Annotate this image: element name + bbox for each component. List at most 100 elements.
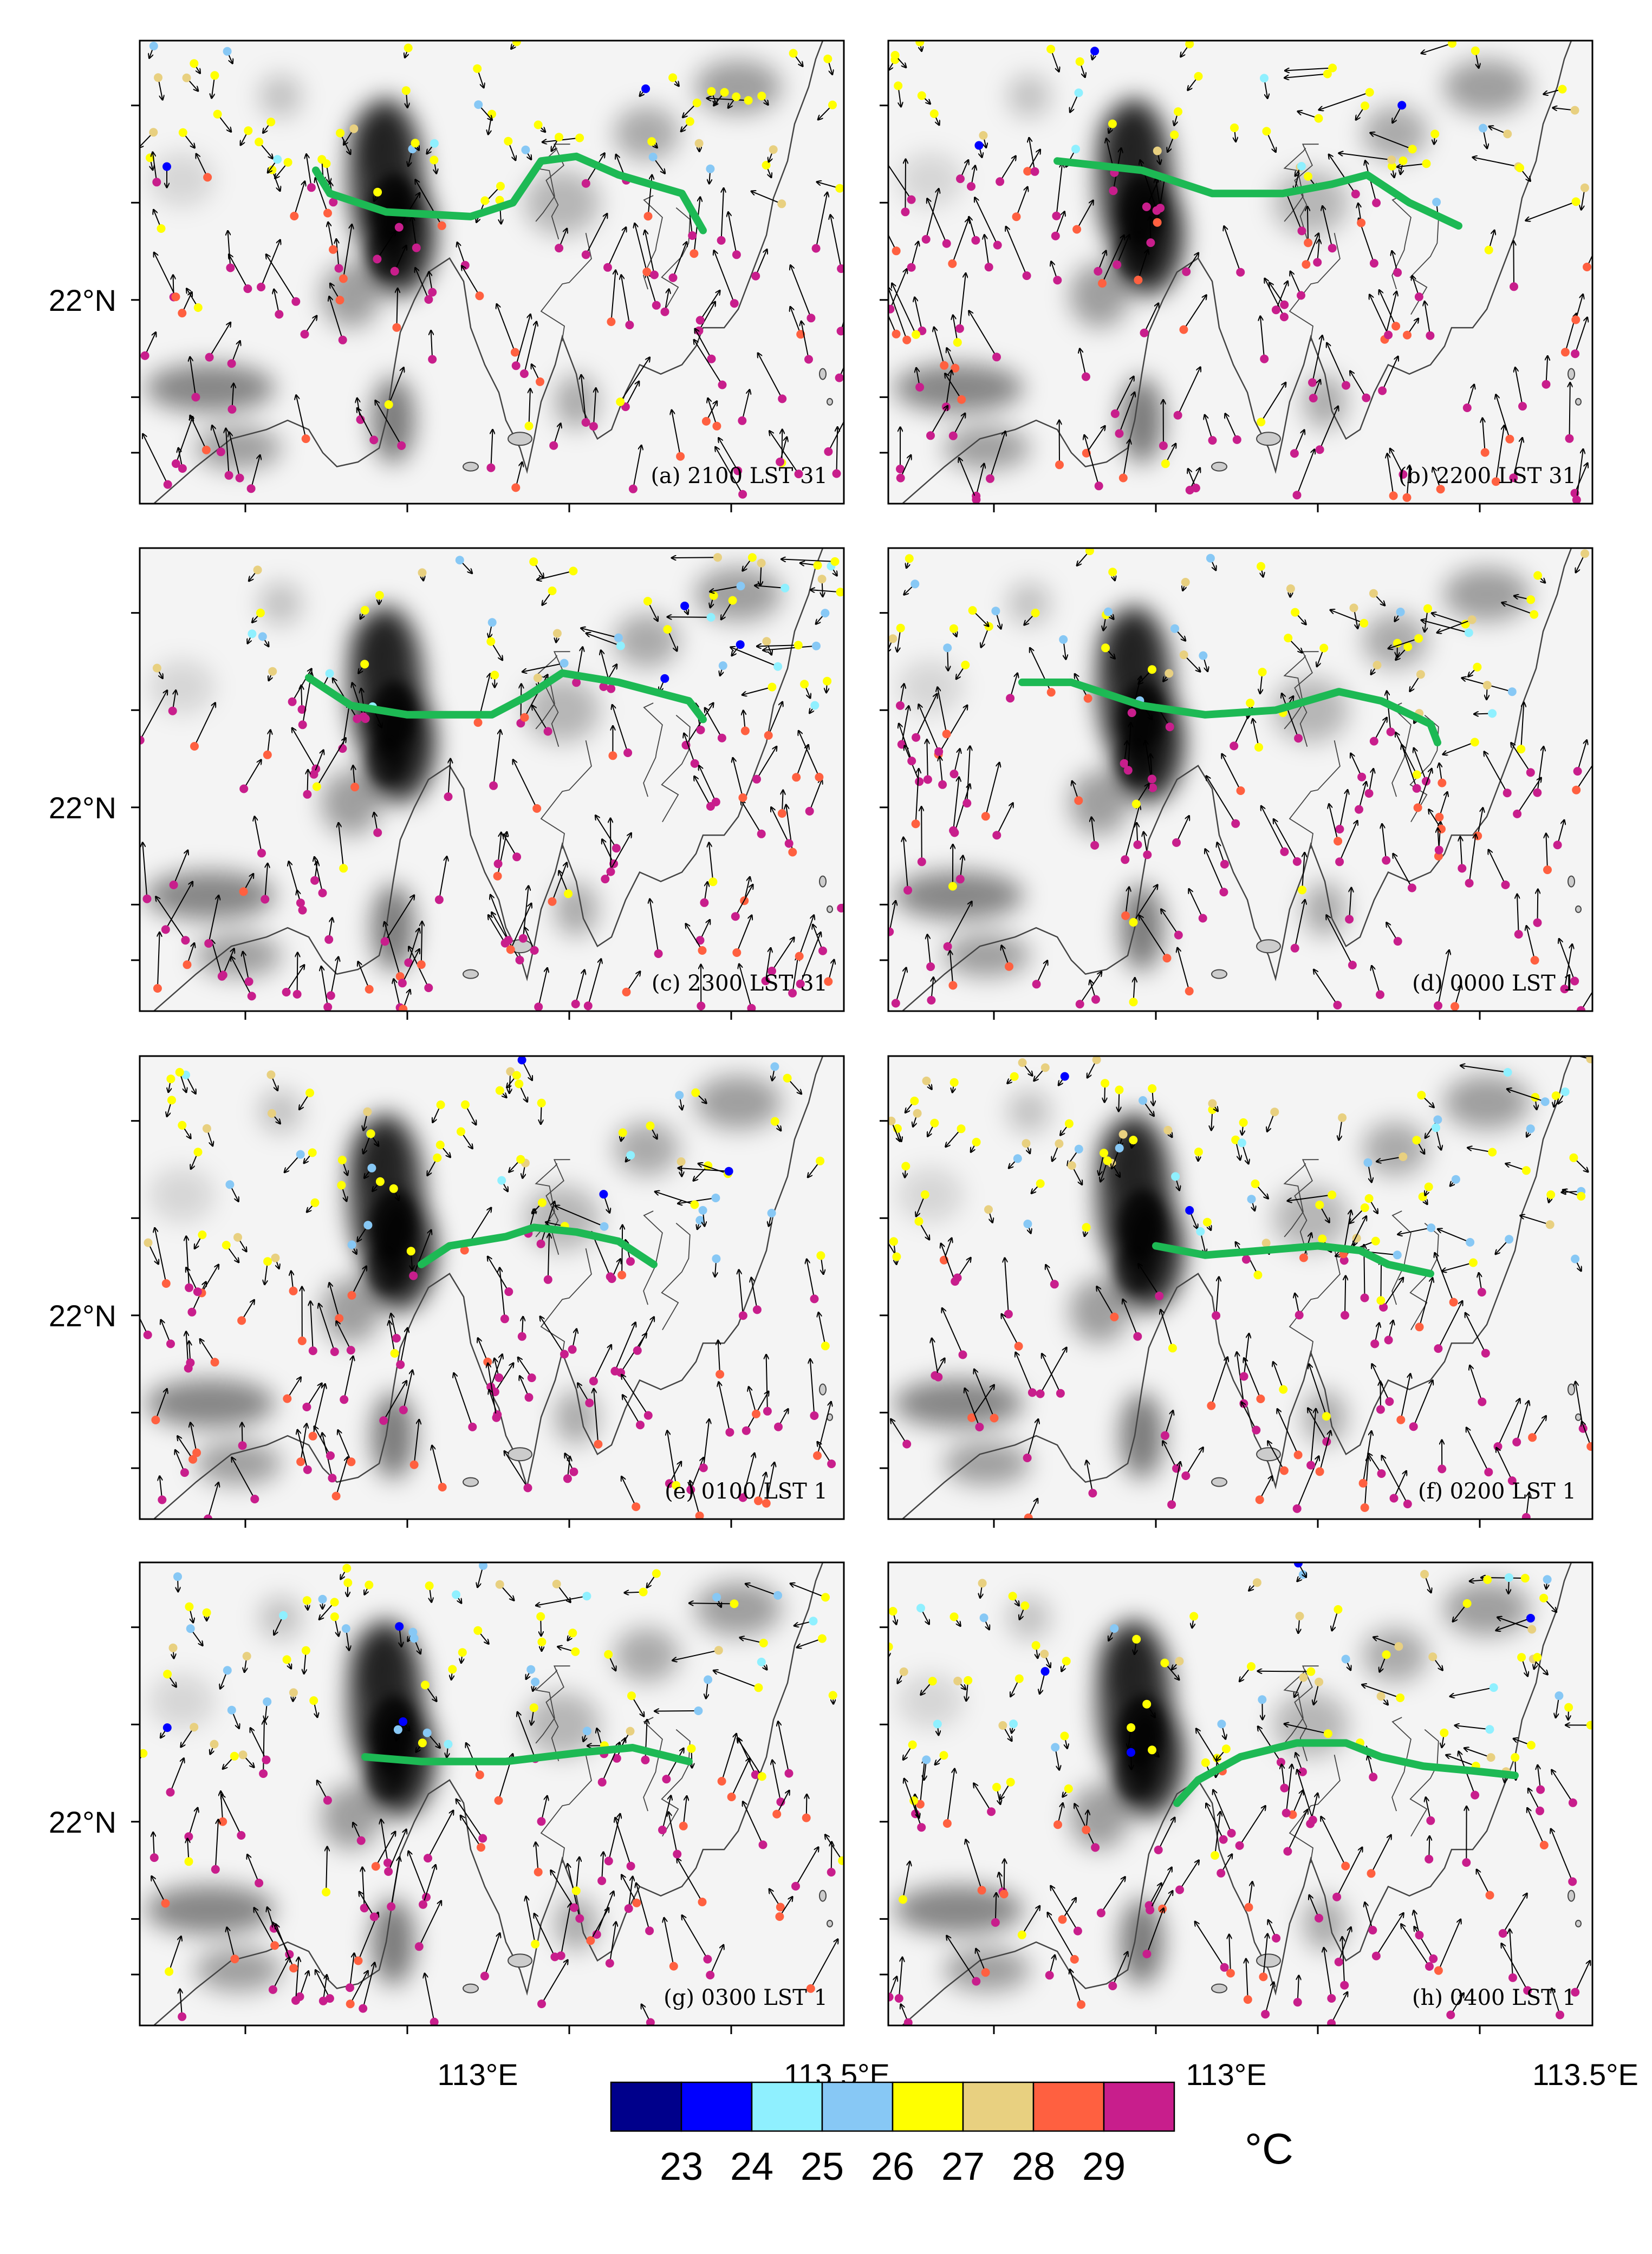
station-dot [977,1886,986,1895]
station-dot [676,452,685,461]
station-dot [496,181,505,191]
station-dot [167,1096,176,1105]
wind-vector [1274,819,1298,862]
station-dot [1355,805,1363,814]
wind-vector [1564,944,1572,989]
station-dot [325,669,334,678]
station-dot [1451,1175,1460,1184]
station-dot [1252,1578,1261,1587]
station-dot [337,1156,347,1164]
station-dot [984,263,993,272]
station-dot [712,421,721,431]
station-dot [537,1098,546,1108]
station-dot [1201,1758,1210,1767]
island [463,1477,479,1487]
station-dot [395,972,405,981]
station-dot [493,871,502,881]
station-dot [1199,651,1208,660]
station-dot [275,310,284,319]
station-dot [1306,1667,1316,1676]
station-dot [1121,911,1130,920]
wind-vector [438,857,447,900]
station-dot [1090,841,1100,850]
station-dot [1148,665,1156,674]
station-dot [1018,1058,1027,1067]
station-dot [204,939,213,948]
station-dot [1006,694,1015,703]
station-dot [258,632,267,641]
station-dot [182,73,191,82]
wind-vector [1516,368,1523,407]
station-dot [1110,1312,1119,1321]
station-dot [784,839,794,848]
boundary-line [540,233,592,342]
station-dot [805,806,814,816]
wind-vector [679,1168,729,1172]
wind-vector [1586,254,1592,268]
station-dot [698,1206,707,1215]
station-dot [1533,788,1542,797]
wind-vector [889,901,895,932]
wind-vector [200,1339,216,1363]
station-dot [953,1677,962,1685]
station-dot [827,1868,836,1877]
station-dot [986,474,994,483]
wind-vector [294,181,304,217]
station-dot [762,637,771,646]
wind-vector [413,1420,419,1465]
wind-vector [1122,440,1130,478]
wind-vector [1372,1364,1390,1402]
wind-vector [383,1381,406,1421]
wind-vector [765,948,771,981]
wind-vector [594,1389,599,1444]
station-dot [235,473,244,483]
station-dot [1357,772,1367,781]
station-dot [812,641,821,650]
station-dot [460,1246,469,1255]
wind-vector [1253,719,1259,748]
station-dot [1412,1136,1421,1145]
station-dot [530,946,539,955]
station-dot [677,1157,686,1166]
wind-vector [448,759,451,797]
wind-vector [1517,778,1541,815]
station-dot [1505,1235,1514,1244]
station-dot [1161,459,1170,468]
wind-vector [647,273,657,306]
station-dot [1408,145,1417,154]
wind-vector [1286,192,1303,231]
station-dot [1370,1339,1380,1349]
station-dot [1396,1415,1406,1424]
station-dot [1036,1179,1045,1188]
wind-vector [594,388,596,427]
wind-vector [942,1308,964,1355]
station-dot [292,989,302,999]
station-dot [1053,276,1062,285]
wind-vector [158,933,160,989]
wind-vector [226,429,230,475]
station-dot [1129,998,1138,1007]
station-dot [1081,372,1090,381]
island [463,461,479,472]
station-dot [594,1439,603,1449]
wind-vector [413,1230,431,1276]
station-dot [394,223,404,232]
station-dot [308,1431,317,1441]
station-dot [1564,1703,1573,1712]
wind-vector [462,266,480,296]
station-dot [643,597,652,606]
station-dot [915,383,925,392]
wind-vector [818,1313,826,1346]
station-dot [1586,1442,1592,1451]
station-dot [237,1831,246,1840]
wind-vector [1329,804,1339,842]
station-dot [387,1902,396,1911]
station-dot [185,1283,194,1292]
wind-vector [1127,723,1131,771]
station-dot [149,42,158,50]
station-dot [1402,493,1412,502]
island [827,1919,833,1927]
station-dot [356,1836,366,1845]
colorbar-tick-label: 28 [1012,2145,1055,2188]
station-dot [804,355,813,364]
